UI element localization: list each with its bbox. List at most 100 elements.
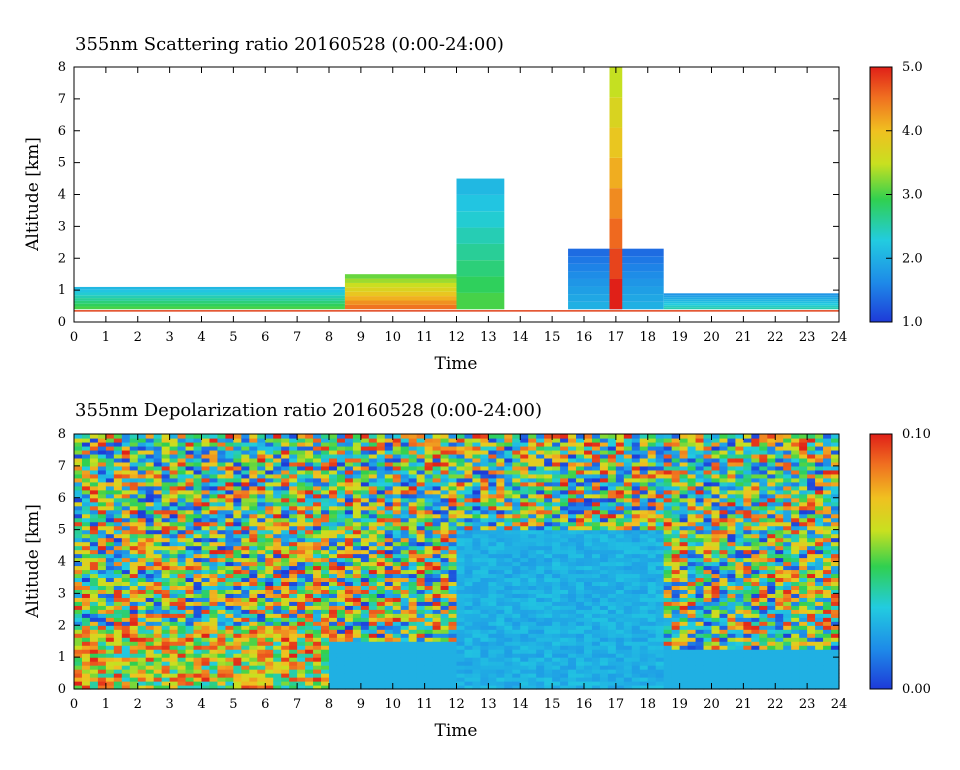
- heatmap-cell: [217, 633, 227, 638]
- heatmap-cell: [273, 457, 282, 463]
- heatmap-cell: [305, 609, 314, 614]
- heatmap-cell: [113, 569, 123, 575]
- heatmap-cell: [552, 449, 561, 455]
- heatmap-cell: [344, 457, 354, 463]
- heatmap-cell: [488, 489, 497, 495]
- heatmap-cell: [225, 653, 234, 658]
- heatmap-cell: [368, 481, 378, 487]
- heatmap-cell: [169, 581, 179, 587]
- heatmap-cell: [560, 533, 569, 539]
- heatmap-cell: [74, 545, 83, 551]
- heatmap-cell: [647, 537, 657, 543]
- heatmap-cell: [249, 585, 258, 590]
- heatmap-cell: [496, 509, 505, 515]
- heatmap-cell: [185, 513, 195, 519]
- heatmap-cell: [520, 589, 529, 594]
- heatmap-cell: [584, 645, 593, 650]
- heatmap-cell: [631, 665, 641, 670]
- heatmap-cell: [169, 685, 179, 690]
- heatmap-cell: [623, 645, 633, 650]
- heatmap-cell: [217, 473, 227, 479]
- heatmap-cell: [639, 569, 649, 575]
- heatmap-cell: [177, 465, 187, 471]
- heatmap-cell: [344, 577, 354, 583]
- heatmap-cell: [671, 677, 681, 682]
- heatmap-cell: [74, 601, 83, 606]
- heatmap-cell: [424, 613, 434, 618]
- heatmap-cell: [193, 537, 203, 543]
- heatmap-cell: [305, 673, 314, 678]
- heatmap-cell: [137, 569, 147, 575]
- heatmap-cell: [81, 601, 91, 606]
- heatmap-cell: [281, 545, 290, 551]
- heatmap-cell: [623, 625, 633, 630]
- heatmap-cell: [321, 673, 330, 678]
- heatmap-cell: [336, 573, 346, 579]
- heatmap-cell: [281, 633, 290, 638]
- heatmap-cell: [113, 653, 123, 658]
- heatmap-cell: [289, 513, 298, 519]
- heatmap-cell: [81, 461, 91, 467]
- heatmap-cell: [352, 649, 362, 654]
- heatmap-cell: [631, 669, 641, 674]
- heatmap-cell: [655, 585, 665, 590]
- heatmap-cell: [145, 513, 155, 519]
- heatmap-cell: [329, 597, 338, 602]
- heatmap-cell: [536, 685, 545, 690]
- heatmap-cell: [169, 621, 179, 626]
- heatmap-cell: [177, 537, 187, 543]
- heatmap-cell: [177, 533, 187, 539]
- heatmap-cell: [281, 673, 290, 678]
- heatmap-cell: [416, 629, 426, 634]
- heatmap-cell: [352, 441, 362, 447]
- heatmap-cell: [137, 557, 147, 563]
- heatmap-cell: [496, 653, 505, 658]
- heatmap-cell: [321, 649, 330, 654]
- heatmap-cell: [217, 637, 227, 642]
- heatmap-cell: [273, 549, 282, 555]
- heatmap-cell: [344, 449, 354, 455]
- heatmap-cell: [464, 661, 474, 666]
- heatmap-cell: [631, 589, 641, 594]
- heatmap-cell: [129, 469, 139, 475]
- heatmap-cell: [432, 473, 442, 479]
- heatmap-cell: [552, 601, 561, 606]
- heatmap-cell: [177, 613, 187, 618]
- heatmap-cell: [336, 677, 346, 682]
- heatmap-cell: [512, 609, 521, 614]
- heatmap-cell: [209, 629, 219, 634]
- heatmap-cell: [631, 561, 641, 567]
- heatmap-cell: [145, 541, 155, 547]
- heatmap-cell: [89, 537, 99, 543]
- heatmap-cell: [416, 445, 426, 451]
- heatmap-cell: [249, 509, 258, 515]
- heatmap-cell: [185, 665, 195, 670]
- heatmap-cell: [480, 561, 489, 567]
- heatmap-cell: [257, 653, 266, 658]
- heatmap-cell: [576, 637, 585, 642]
- heatmap-cell: [89, 633, 99, 638]
- heatmap-cell: [177, 629, 187, 634]
- heatmap-cell: [432, 617, 442, 622]
- heatmap-cell: [225, 465, 234, 471]
- heatmap-cell: [233, 461, 242, 467]
- heatmap-cell: [631, 641, 641, 646]
- heatmap-cell: [599, 485, 609, 491]
- heatmap-cell: [89, 473, 99, 479]
- heatmap-cell: [185, 661, 195, 666]
- heatmap-cell: [504, 553, 513, 559]
- heatmap-cell: [209, 517, 219, 523]
- heatmap-cell: [336, 561, 346, 567]
- heatmap-cell: [472, 653, 482, 658]
- heatmap-cell: [209, 557, 219, 563]
- heatmap-cell: [169, 677, 179, 682]
- heatmap-cell: [520, 525, 529, 531]
- feature-block: [609, 218, 623, 249]
- heatmap-cell: [185, 613, 195, 618]
- heatmap-cell: [504, 581, 513, 587]
- heatmap-cell: [448, 513, 458, 519]
- heatmap-cell: [639, 493, 649, 499]
- heatmap-cell: [568, 481, 577, 487]
- heatmap-cell: [336, 649, 346, 654]
- heatmap-cell: [456, 434, 466, 439]
